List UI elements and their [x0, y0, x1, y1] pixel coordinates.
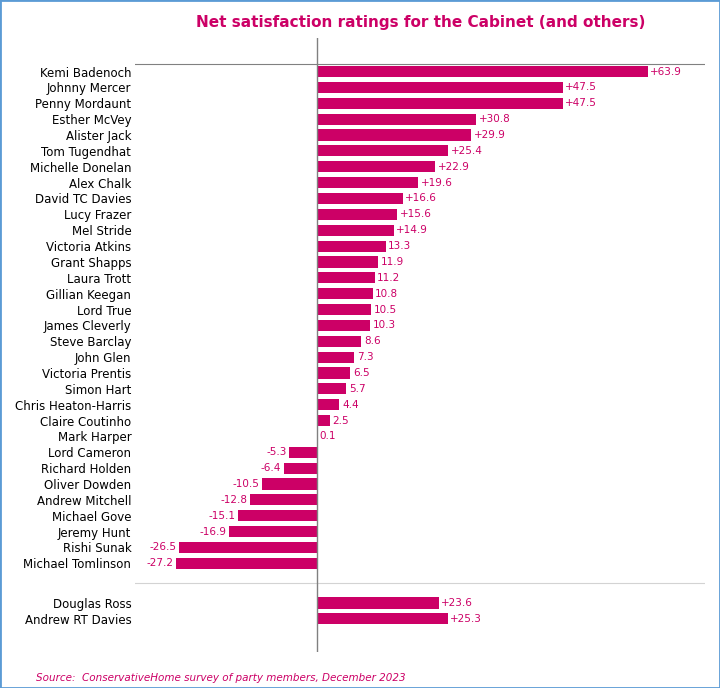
Bar [317, 597, 439, 609]
Text: Source:  ConservativeHome survey of party members, December 2023: Source: ConservativeHome survey of party… [36, 673, 405, 683]
Bar [317, 225, 394, 236]
Text: +23.6: +23.6 [441, 598, 473, 608]
Bar [317, 336, 361, 347]
Text: +30.8: +30.8 [479, 114, 510, 124]
Text: 13.3: 13.3 [388, 241, 411, 251]
Text: -26.5: -26.5 [150, 543, 177, 552]
Bar [317, 272, 374, 283]
Text: -27.2: -27.2 [146, 559, 174, 568]
Bar [284, 462, 317, 474]
Text: 5.7: 5.7 [348, 384, 365, 394]
Text: 11.2: 11.2 [377, 273, 400, 283]
Bar [317, 320, 370, 331]
Text: -15.1: -15.1 [209, 510, 236, 521]
Text: 0.1: 0.1 [320, 431, 336, 442]
Text: +63.9: +63.9 [650, 67, 682, 76]
Text: 8.6: 8.6 [364, 336, 380, 346]
Text: +47.5: +47.5 [565, 83, 597, 92]
Text: 7.3: 7.3 [357, 352, 374, 362]
Bar [317, 399, 339, 410]
Bar [317, 193, 402, 204]
Text: +47.5: +47.5 [565, 98, 597, 108]
Text: +14.9: +14.9 [397, 225, 428, 235]
Text: -6.4: -6.4 [261, 463, 281, 473]
Text: 10.5: 10.5 [374, 305, 397, 314]
Bar [317, 288, 372, 299]
Bar [262, 478, 317, 490]
Title: Net satisfaction ratings for the Cabinet (and others): Net satisfaction ratings for the Cabinet… [196, 15, 645, 30]
Text: +19.6: +19.6 [420, 178, 453, 188]
Text: +25.4: +25.4 [451, 146, 482, 156]
Text: -16.9: -16.9 [199, 526, 227, 537]
Bar [317, 208, 397, 220]
Bar [317, 129, 472, 140]
Text: -10.5: -10.5 [233, 479, 260, 489]
Text: 11.9: 11.9 [381, 257, 404, 267]
Bar [179, 542, 317, 553]
Text: +16.6: +16.6 [405, 193, 437, 204]
Bar [317, 613, 448, 625]
Bar [229, 526, 317, 537]
Bar [317, 383, 346, 394]
Bar [317, 161, 435, 172]
Bar [317, 241, 385, 252]
Text: 10.3: 10.3 [372, 321, 396, 330]
Bar [251, 495, 317, 506]
Bar [176, 558, 317, 569]
Bar [317, 415, 330, 426]
Bar [238, 510, 317, 522]
Bar [317, 114, 476, 125]
Bar [317, 66, 647, 77]
Bar [317, 145, 448, 156]
Text: +25.3: +25.3 [450, 614, 482, 624]
Text: -5.3: -5.3 [266, 447, 287, 458]
Text: -12.8: -12.8 [221, 495, 248, 505]
Text: 6.5: 6.5 [353, 368, 369, 378]
Bar [289, 447, 317, 458]
Bar [317, 257, 378, 268]
Bar [317, 352, 354, 363]
Text: 2.5: 2.5 [332, 416, 348, 426]
Text: 4.4: 4.4 [342, 400, 359, 410]
Bar [317, 304, 371, 315]
Text: +15.6: +15.6 [400, 209, 432, 219]
Bar [317, 82, 562, 93]
Bar [317, 367, 351, 378]
Text: +29.9: +29.9 [474, 130, 506, 140]
Text: 10.8: 10.8 [375, 289, 398, 299]
Bar [317, 177, 418, 189]
Bar [317, 98, 562, 109]
Text: +22.9: +22.9 [438, 162, 469, 172]
